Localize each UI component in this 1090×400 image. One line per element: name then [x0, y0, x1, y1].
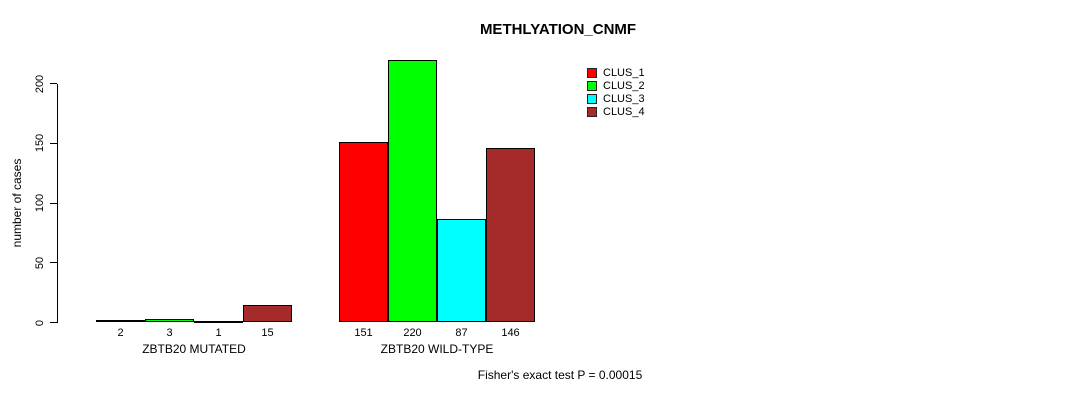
legend-swatch-icon: [587, 94, 597, 105]
chart-title: METHLYATION_CNMF: [479, 21, 637, 38]
y-tick-label: 100: [34, 193, 46, 213]
bar: [243, 304, 292, 323]
bar-value-label: 151: [354, 327, 373, 339]
group-label: ZBTB20 WILD-TYPE: [380, 342, 494, 356]
legend-label: CLUS_4: [603, 106, 645, 119]
bar: [194, 321, 243, 324]
bar-value-label: 220: [403, 327, 422, 339]
legend-label: CLUS_3: [603, 93, 645, 106]
y-axis-line: [57, 83, 58, 323]
y-tick-label: 0: [34, 319, 46, 326]
bar: [96, 320, 145, 323]
bar-value-label: 87: [455, 327, 468, 339]
y-tick: [50, 262, 57, 264]
bar: [437, 218, 486, 323]
legend-swatch-icon: [587, 107, 597, 118]
legend-label: CLUS_1: [603, 66, 645, 79]
bar: [388, 59, 437, 323]
y-tick: [50, 83, 57, 84]
bar-value-label: 1: [215, 327, 222, 339]
y-tick-label: 150: [34, 134, 46, 153]
bar-value-label: 146: [501, 327, 520, 339]
y-axis-label: number of cases: [10, 158, 24, 248]
y-tick-label: 50: [34, 256, 46, 269]
bar: [145, 318, 194, 323]
legend-row: CLUS_3: [587, 93, 645, 106]
y-tick: [50, 202, 57, 204]
legend-swatch-icon: [587, 80, 597, 91]
bar: [339, 142, 388, 323]
legend-label: CLUS_2: [603, 79, 645, 92]
legend-row: CLUS_4: [587, 106, 645, 119]
bar-value-label: 2: [117, 327, 124, 339]
legend-row: CLUS_1: [587, 66, 645, 79]
bar: [486, 148, 535, 323]
group-label: ZBTB20 MUTATED: [142, 342, 246, 356]
legend-swatch-icon: [587, 67, 597, 78]
y-tick: [50, 142, 57, 144]
y-tick: [50, 322, 57, 323]
bar-value-label: 15: [261, 327, 274, 339]
annotation-text: Fisher's exact test P = 0.00015: [477, 368, 643, 382]
bar-value-label: 3: [166, 327, 173, 339]
legend-row: CLUS_2: [587, 79, 645, 92]
y-tick-label: 200: [34, 74, 46, 93]
